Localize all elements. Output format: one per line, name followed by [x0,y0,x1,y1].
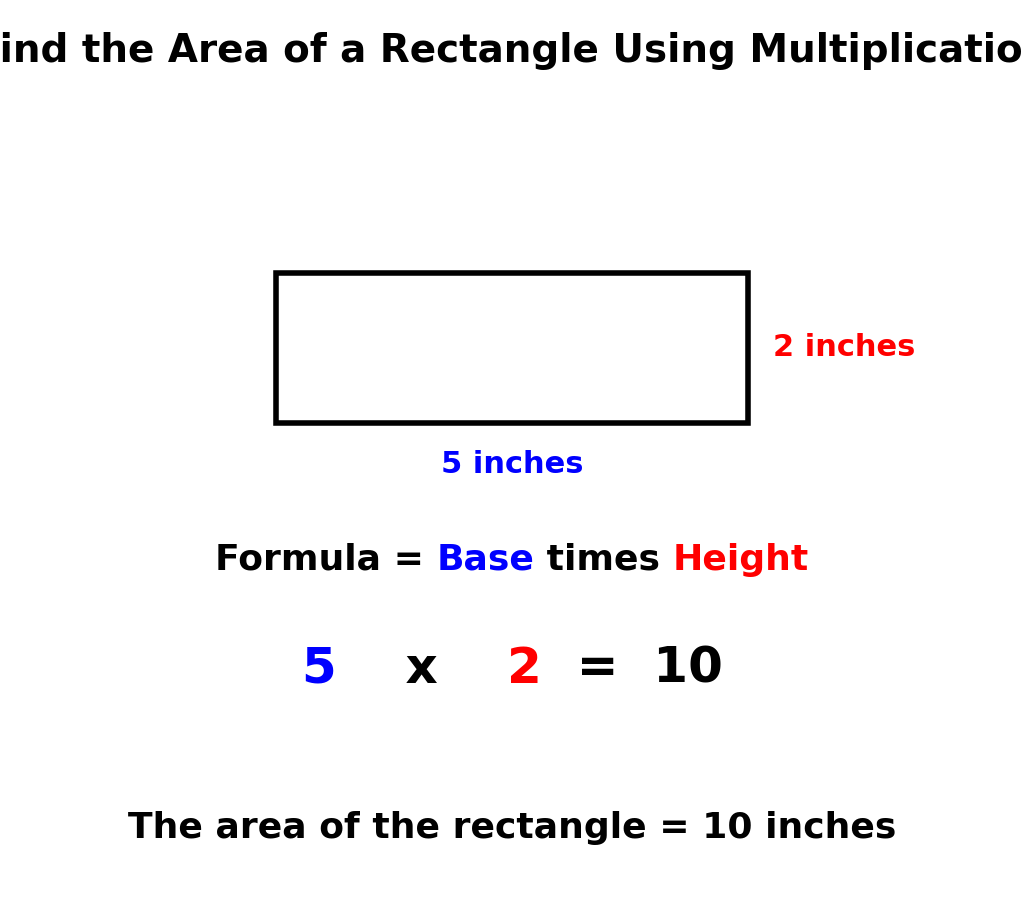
Text: times: times [535,542,673,577]
Text: =  10: = 10 [542,645,723,693]
Text: 2: 2 [507,645,542,693]
Bar [276,273,748,423]
Text: 5: 5 [301,645,336,693]
Text: x: x [336,645,507,693]
Text: Base: Base [436,542,535,577]
Text: Formula =: Formula = [215,542,436,577]
Text: Height: Height [673,542,809,577]
Text: 5 inches: 5 inches [440,450,584,480]
Text: The area of the rectangle = 10 inches: The area of the rectangle = 10 inches [128,811,896,845]
Text: 2 inches: 2 inches [773,333,915,362]
Text: Find the Area of a Rectangle Using Multiplication: Find the Area of a Rectangle Using Multi… [0,32,1024,70]
